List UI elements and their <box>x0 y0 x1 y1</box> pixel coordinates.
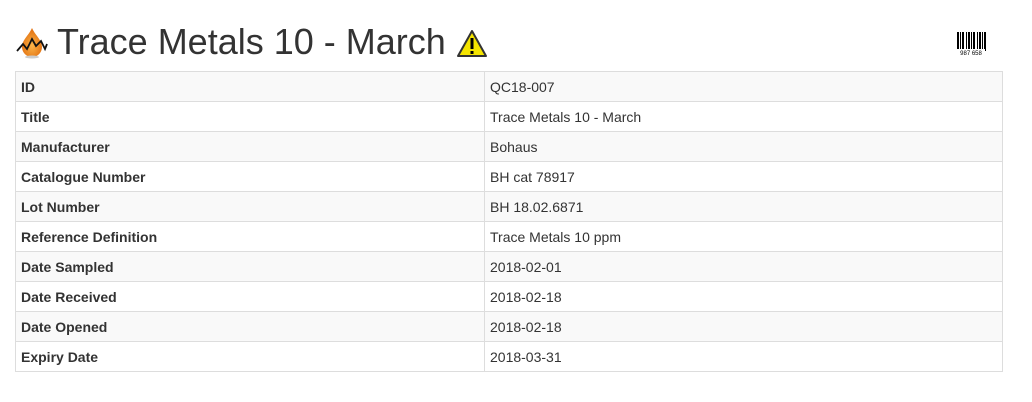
row-label: Manufacturer <box>15 131 485 162</box>
row-label: Date Opened <box>15 311 485 342</box>
table-row: ID QC18-007 <box>15 71 1003 102</box>
row-value: BH 18.02.6871 <box>484 191 1003 222</box>
row-value: BH cat 78917 <box>484 161 1003 192</box>
row-label: ID <box>15 71 485 102</box>
table-row: Lot Number BH 18.02.6871 <box>15 191 1003 222</box>
table-row: Manufacturer Bohaus <box>15 131 1003 162</box>
details-table: ID QC18-007 Title Trace Metals 10 - March Ma… <box>15 71 1003 372</box>
svg-text:987 658: 987 658 <box>960 51 982 56</box>
page-header: Trace Metals 10 - March <box>15 18 488 66</box>
table-row: Expiry Date 2018-03-31 <box>15 341 1003 372</box>
row-label: Date Sampled <box>15 251 485 282</box>
row-value: Trace Metals 10 ppm <box>484 221 1003 252</box>
row-value: 2018-02-01 <box>484 251 1003 282</box>
table-row: Title Trace Metals 10 - March <box>15 101 1003 132</box>
warning-icon <box>456 30 487 57</box>
row-label: Date Received <box>15 281 485 312</box>
table-row: Reference Definition Trace Metals 10 ppm <box>15 221 1003 252</box>
table-row: Date Sampled 2018-02-01 <box>15 251 1003 282</box>
barcode-icon[interactable]: 987 658 <box>956 32 986 56</box>
row-label: Title <box>15 101 485 132</box>
table-row: Date Received 2018-02-18 <box>15 281 1003 312</box>
row-label: Expiry Date <box>15 341 485 372</box>
row-value: 2018-03-31 <box>484 341 1003 372</box>
table-row: Date Opened 2018-02-18 <box>15 311 1003 342</box>
row-value: 2018-02-18 <box>484 311 1003 342</box>
row-value: QC18-007 <box>484 71 1003 102</box>
row-value: 2018-02-18 <box>484 281 1003 312</box>
row-value: Bohaus <box>484 131 1003 162</box>
row-label: Lot Number <box>15 191 485 222</box>
row-label: Reference Definition <box>15 221 485 252</box>
flame-chart-icon <box>16 28 48 59</box>
row-value: Trace Metals 10 - March <box>484 101 1003 132</box>
row-label: Catalogue Number <box>15 161 485 192</box>
page-title: Trace Metals 10 - March <box>57 21 446 62</box>
table-row: Catalogue Number BH cat 78917 <box>15 161 1003 192</box>
